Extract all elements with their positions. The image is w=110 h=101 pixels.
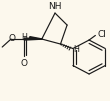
Polygon shape — [30, 37, 42, 39]
Text: H: H — [73, 45, 79, 54]
Polygon shape — [24, 38, 42, 40]
Text: H: H — [21, 33, 27, 42]
Text: O: O — [8, 34, 15, 43]
Text: NH: NH — [48, 2, 62, 11]
Text: O: O — [21, 59, 28, 68]
Text: Cl: Cl — [97, 30, 106, 39]
